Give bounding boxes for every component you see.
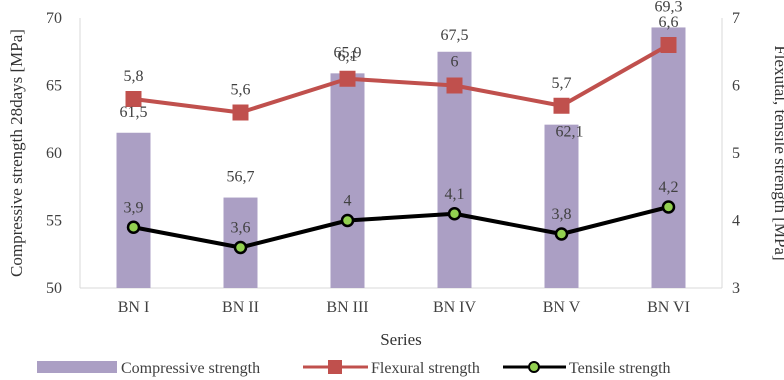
data-label-tensile: 4,2 xyxy=(659,179,679,196)
marker-tensile xyxy=(661,200,676,214)
line-flexural xyxy=(133,43,670,115)
y2-tick-label: 4 xyxy=(732,213,740,230)
y-axis-title: Compressive strength 28days [MPa] xyxy=(7,29,26,277)
data-label-compressive: 65,9 xyxy=(334,44,362,61)
marker-tensile xyxy=(447,207,462,221)
marker-flexural xyxy=(125,91,142,107)
marker-flexural xyxy=(339,70,356,87)
y-tick-label: 50 xyxy=(46,280,62,297)
y2-axis-title: Flexutal, tensile strength [MPa] xyxy=(771,45,784,260)
marker-tensile xyxy=(126,220,141,234)
x-tick-label: BN I xyxy=(118,299,150,316)
data-label-flexural: 5,6 xyxy=(231,82,251,99)
legend-label-flexural: Flexural strength xyxy=(371,360,480,377)
data-label-compressive: 62,1 xyxy=(556,124,584,141)
marker-tensile xyxy=(554,227,569,241)
data-label-tensile: 3,6 xyxy=(231,220,251,237)
bar-compressive xyxy=(330,73,365,288)
marker-tensile xyxy=(340,213,355,228)
data-label-compressive: 56,7 xyxy=(227,169,255,186)
left-tick-labels: 50 55 60 65 70 xyxy=(46,10,62,297)
x-tick-label: BN III xyxy=(326,299,368,316)
data-label-flexural: 6 xyxy=(451,54,459,71)
data-label-tensile: 3,9 xyxy=(124,199,144,216)
compressive-bars xyxy=(116,27,686,289)
data-label-tensile: 3,8 xyxy=(552,206,572,223)
marker-flexural xyxy=(446,77,463,94)
x-tick-label: BN IV xyxy=(433,299,477,316)
legend-marker-flexural xyxy=(328,360,342,374)
data-label-tensile: 4,1 xyxy=(445,186,465,203)
marker-flexural xyxy=(660,37,677,53)
bar-compressive xyxy=(116,132,151,288)
strength-lines xyxy=(133,43,670,250)
y2-tick-label: 6 xyxy=(732,78,740,95)
y-tick-label: 60 xyxy=(46,145,62,162)
data-label-tensile: 4 xyxy=(344,193,352,210)
x-tick-label: BN V xyxy=(543,299,581,316)
line-tensile xyxy=(133,205,669,250)
x-axis-title: Series xyxy=(380,330,422,349)
legend-marker-tensile xyxy=(528,361,540,373)
data-labels: 61,5 56,7 65,9 67,5 62,1 69,3 5,8 5,6 6,1 6 5,7 6,6… xyxy=(120,0,683,237)
x-tick-label: BN VI xyxy=(647,299,690,316)
marker-flexural xyxy=(553,97,570,114)
legend-label-compressive: Compressive strength xyxy=(121,360,260,377)
marker-flexural xyxy=(232,104,249,121)
y-tick-label: 70 xyxy=(46,10,62,27)
data-label-compressive: 67,5 xyxy=(441,27,469,44)
data-label-flexural: 6,6 xyxy=(659,14,679,31)
legend-label-tensile: Tensile strength xyxy=(569,360,671,377)
data-label-flexural: 5,7 xyxy=(552,75,572,92)
y2-tick-label: 3 xyxy=(732,280,740,297)
x-tick-labels: BN I BN II BN III BN IV BN V BN VI xyxy=(118,299,690,316)
bar-compressive xyxy=(651,27,686,288)
legend: Compressive strength Flexural strength T… xyxy=(37,360,671,377)
bar-compressive xyxy=(544,124,579,289)
legend-swatch-compressive xyxy=(37,361,117,373)
marker-tensile xyxy=(233,240,248,255)
line-markers xyxy=(125,37,677,255)
right-tick-labels: 3 4 5 6 7 xyxy=(732,10,740,297)
data-label-flexural: 6,1 xyxy=(338,48,358,65)
y-tick-label: 65 xyxy=(46,78,62,95)
x-tick-label: BN II xyxy=(222,299,259,316)
data-label-compressive: 61,5 xyxy=(120,104,148,121)
data-label-compressive: 69,3 xyxy=(655,0,683,15)
data-label-flexural: 5,8 xyxy=(124,68,144,85)
y2-tick-label: 7 xyxy=(732,10,740,27)
y2-tick-label: 5 xyxy=(732,145,740,162)
y-tick-label: 55 xyxy=(46,213,62,230)
